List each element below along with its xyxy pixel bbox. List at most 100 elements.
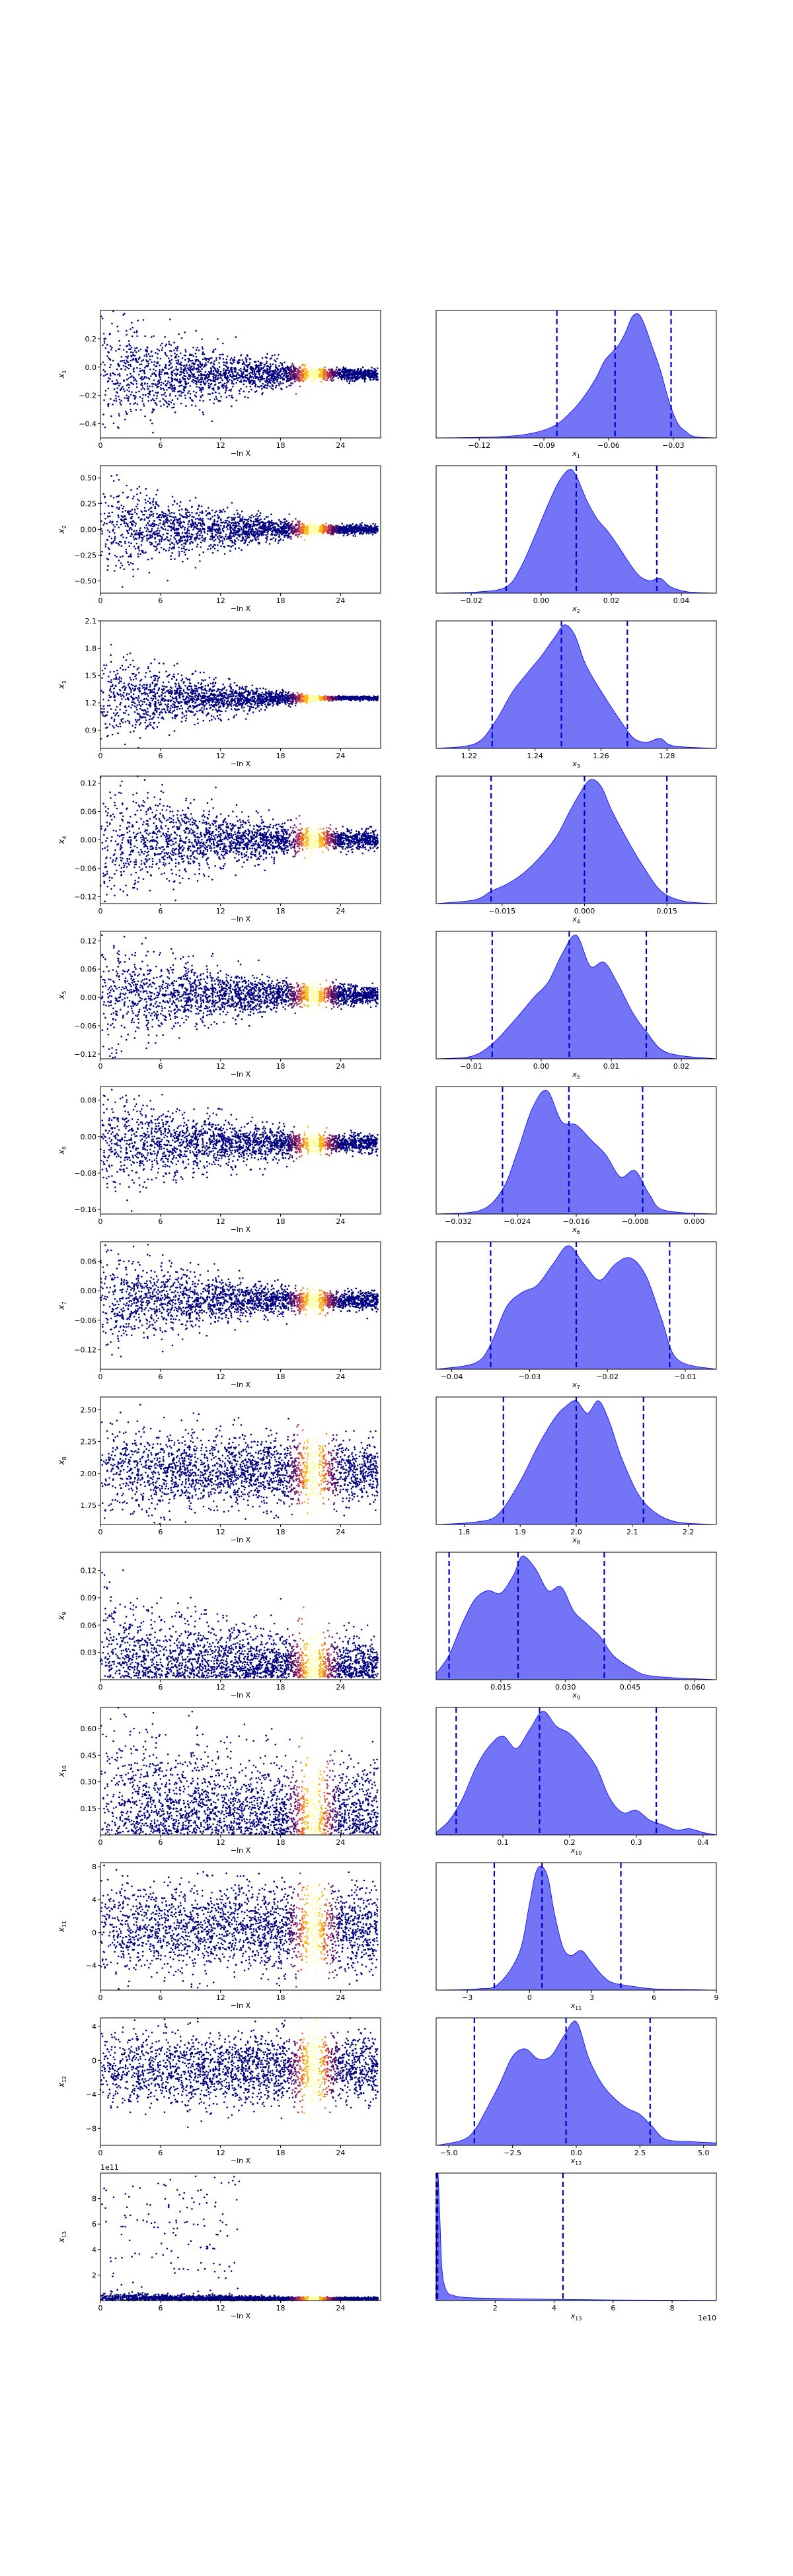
scatter-point xyxy=(196,378,198,380)
scatter-point xyxy=(369,530,371,532)
scatter-point xyxy=(122,536,124,538)
scatter-point xyxy=(324,525,326,527)
scatter-point xyxy=(180,395,182,397)
scatter-point xyxy=(235,521,237,523)
scatter-point xyxy=(200,367,202,369)
scatter-point xyxy=(179,520,181,522)
scatter-point xyxy=(189,500,191,502)
scatter-point xyxy=(194,377,196,379)
scatter-point xyxy=(287,536,289,538)
scatter-point xyxy=(145,359,147,361)
scatter-point xyxy=(206,515,208,517)
scatter-point xyxy=(133,522,135,524)
scatter-point xyxy=(217,375,219,377)
scatter-point xyxy=(319,530,321,532)
scatter-point xyxy=(120,383,122,385)
scatter-point xyxy=(276,358,278,360)
scatter-point xyxy=(153,523,155,525)
scatter-point xyxy=(188,361,190,363)
scatter-point xyxy=(187,528,189,530)
scatter-point xyxy=(102,344,104,346)
scatter-point xyxy=(219,511,221,513)
scatter-point xyxy=(286,520,288,522)
scatter-point xyxy=(285,527,287,529)
scatter-point xyxy=(295,525,297,527)
scatter-point xyxy=(100,316,102,318)
scatter-point xyxy=(135,409,137,411)
y-tick-label: 0.0 xyxy=(85,363,97,372)
scatter-point xyxy=(128,361,130,363)
scatter-point xyxy=(138,374,140,376)
scatter-point xyxy=(187,558,189,560)
scatter-point xyxy=(241,381,243,383)
scatter-point xyxy=(201,505,203,507)
scatter-point xyxy=(155,374,157,376)
scatter-point xyxy=(329,373,331,375)
scatter-point xyxy=(225,377,227,379)
scatter-point xyxy=(344,532,346,534)
scatter-point xyxy=(262,524,264,526)
scatter-point xyxy=(133,369,135,371)
scatter-point xyxy=(192,520,194,522)
scatter-point xyxy=(273,522,275,524)
scatter-point xyxy=(306,368,308,370)
scatter-point xyxy=(202,540,204,542)
scatter-point xyxy=(241,549,243,551)
scatter-point xyxy=(175,535,177,537)
scatter-point xyxy=(279,536,281,538)
scatter-point xyxy=(149,531,151,533)
scatter-point xyxy=(103,333,105,335)
scatter-point xyxy=(229,524,231,526)
scatter-point xyxy=(235,530,237,532)
scatter-point xyxy=(173,403,175,405)
scatter-point xyxy=(132,498,134,500)
scatter-point xyxy=(247,397,249,399)
scatter-point xyxy=(297,375,299,377)
scatter-point xyxy=(357,376,359,378)
scatter-point xyxy=(352,523,354,525)
scatter-point xyxy=(258,543,260,545)
scatter-point xyxy=(104,338,106,340)
scatter-point xyxy=(227,536,229,538)
scatter-point xyxy=(218,528,220,530)
scatter-point xyxy=(240,388,242,390)
scatter-point xyxy=(190,393,192,395)
scatter-point xyxy=(212,392,214,394)
scatter-point xyxy=(151,511,153,513)
scatter-point xyxy=(184,355,186,357)
scatter-point xyxy=(171,386,173,388)
scatter-point xyxy=(280,369,282,371)
scatter-point xyxy=(292,528,294,530)
scatter-point xyxy=(235,526,237,528)
scatter-point xyxy=(188,382,190,384)
scatter-point xyxy=(259,688,261,690)
scatter-point xyxy=(234,375,236,377)
scatter-point xyxy=(149,572,151,574)
scatter-point xyxy=(168,506,170,508)
scatter-point xyxy=(209,387,211,389)
scatter-point xyxy=(237,373,239,375)
scatter-point xyxy=(241,518,243,520)
scatter-point xyxy=(375,378,377,380)
scatter-point xyxy=(231,382,233,384)
scatter-point xyxy=(249,362,251,364)
scatter-point xyxy=(220,374,222,376)
scatter-point xyxy=(193,364,195,366)
scatter-point xyxy=(169,540,170,542)
scatter-point xyxy=(304,376,306,378)
scatter-point xyxy=(108,547,110,549)
scatter-point xyxy=(212,522,214,524)
scatter-point xyxy=(155,366,157,368)
scatter-point xyxy=(295,393,297,395)
scatter-point xyxy=(175,532,177,534)
scatter-point xyxy=(168,400,170,402)
scatter-point xyxy=(208,382,210,384)
scatter-point xyxy=(130,373,132,375)
scatter-point xyxy=(134,350,136,352)
scatter-point xyxy=(317,375,319,376)
scatter-point xyxy=(372,378,374,380)
scatter-point xyxy=(217,520,219,522)
scatter-point xyxy=(158,505,160,507)
scatter-point xyxy=(269,543,271,545)
scatter-point xyxy=(122,508,124,510)
